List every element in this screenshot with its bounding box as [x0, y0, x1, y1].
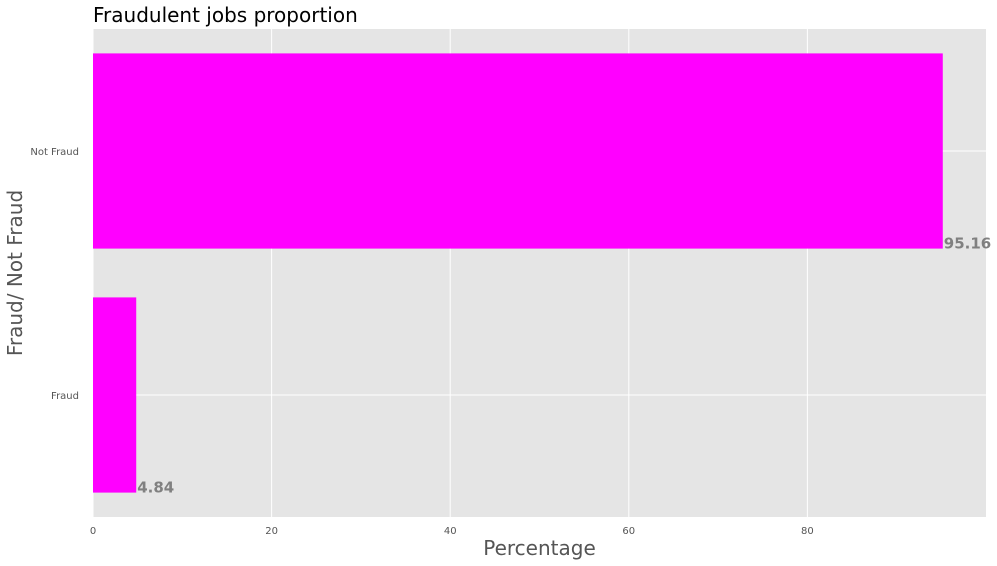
chart-title: Fraudulent jobs proportion [93, 3, 358, 27]
x-tick-label: 80 [801, 526, 814, 537]
x-tick-labels: 0 20 40 60 80 [90, 526, 814, 537]
x-tick-label: 60 [622, 526, 635, 537]
x-tick-label: 20 [265, 526, 278, 537]
data-label: 4.84 [137, 479, 174, 497]
x-tick-label: 40 [444, 526, 457, 537]
y-tick-labels: Not Fraud Fraud [30, 147, 79, 402]
y-tick-label: Not Fraud [30, 147, 79, 158]
x-tick-label: 0 [90, 526, 96, 537]
data-label: 95.16 [944, 235, 991, 253]
data-labels: 95.16 4.84 [137, 235, 991, 497]
bar-layer [93, 53, 943, 493]
y-axis-label: Fraud/ Not Fraud [3, 190, 27, 356]
x-axis-label: Percentage [483, 536, 596, 560]
bar-fraud [93, 297, 137, 493]
y-tick-label: Fraud [51, 391, 79, 402]
bar-not-fraud [93, 53, 943, 249]
